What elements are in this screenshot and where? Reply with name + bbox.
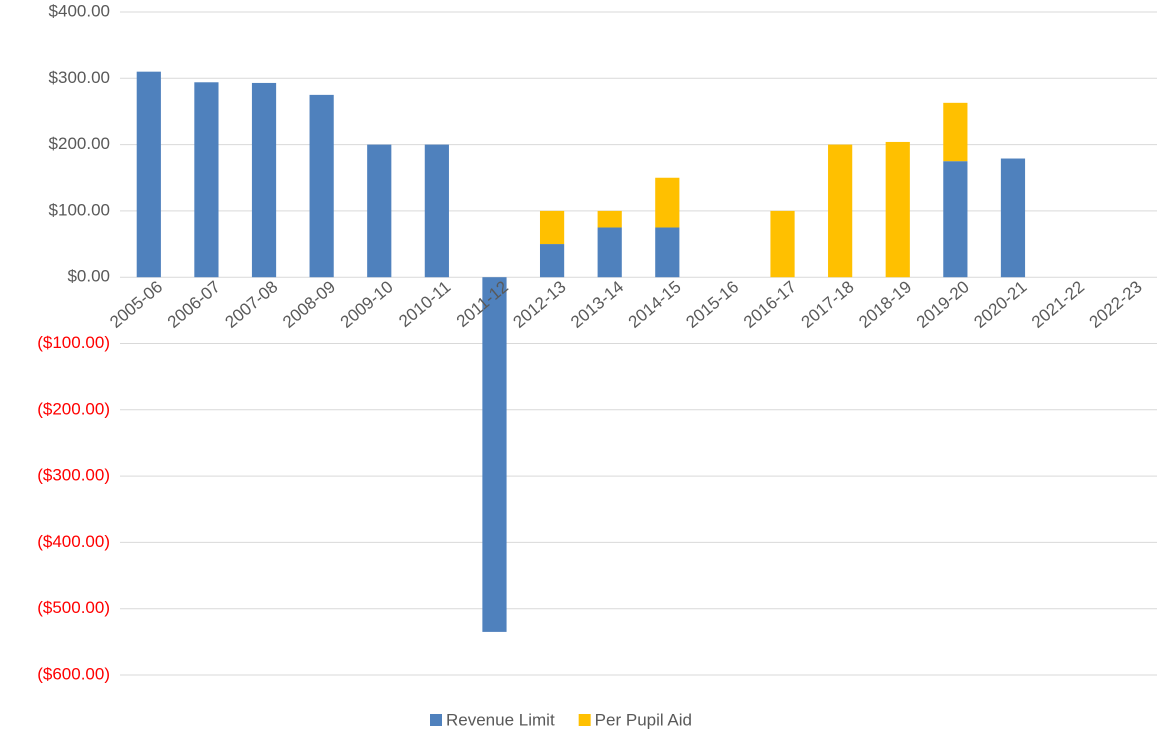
bar <box>482 277 507 632</box>
x-tick-label: 2014-15 <box>625 277 685 332</box>
y-tick-label: ($600.00) <box>37 664 110 683</box>
x-tick-label: 2017-18 <box>798 277 858 332</box>
y-tick-label: $400.00 <box>49 1 110 20</box>
x-tick-label: 2019-20 <box>913 277 973 332</box>
x-tick-label: 2021-22 <box>1028 277 1088 332</box>
bar <box>597 227 622 278</box>
bar <box>424 144 449 278</box>
bar <box>367 144 392 278</box>
bar <box>1000 158 1026 278</box>
legend-swatch <box>578 714 591 726</box>
y-tick-label: $300.00 <box>49 68 110 87</box>
x-tick-label: 2020-21 <box>970 277 1030 332</box>
x-tick-label: 2010-11 <box>395 277 454 331</box>
bar <box>539 244 565 278</box>
x-tick-label: 2005-06 <box>106 277 166 332</box>
y-tick-label: ($500.00) <box>37 598 110 617</box>
bar <box>309 94 334 278</box>
x-tick-label: 2008-09 <box>279 277 339 332</box>
y-tick-label: ($200.00) <box>37 399 110 418</box>
x-tick-label: 2007-08 <box>221 277 281 332</box>
x-tick-label: 2016-17 <box>740 277 800 332</box>
bar <box>770 210 795 278</box>
x-tick-label: 2012-13 <box>510 277 570 332</box>
y-tick-label: ($400.00) <box>37 532 110 551</box>
x-tick-label: 2018-19 <box>855 277 915 332</box>
x-tick-label: 2022-23 <box>1086 277 1146 332</box>
y-tick-label: ($300.00) <box>37 466 110 485</box>
legend-label: Per Pupil Aid <box>595 710 692 729</box>
legend-label: Revenue Limit <box>446 710 555 729</box>
bar <box>597 210 622 228</box>
y-tick-label: ($100.00) <box>37 333 110 352</box>
bar <box>885 141 910 278</box>
y-tick-label: $200.00 <box>49 134 110 153</box>
bar <box>539 210 565 245</box>
bar <box>943 161 968 278</box>
x-tick-label: 2006-07 <box>164 277 224 332</box>
legend-swatch <box>430 714 442 726</box>
bar <box>136 71 161 278</box>
x-tick-label: 2015-16 <box>682 277 742 332</box>
bar <box>194 82 219 278</box>
bar <box>943 102 968 162</box>
bar <box>655 177 680 228</box>
x-tick-label: 2009-10 <box>337 277 397 332</box>
x-tick-label: 2013-14 <box>567 277 627 332</box>
y-tick-label: $100.00 <box>49 200 110 219</box>
y-tick-label: $0.00 <box>67 267 110 286</box>
bar <box>828 144 853 278</box>
bar <box>251 82 277 278</box>
bar <box>655 227 680 278</box>
